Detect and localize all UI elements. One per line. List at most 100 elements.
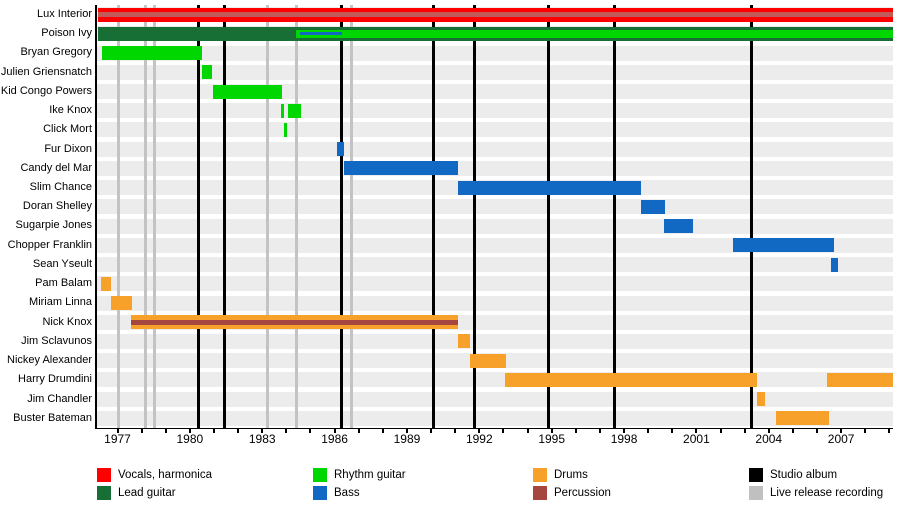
axis-tick — [743, 428, 746, 433]
studio-album-line — [472, 5, 476, 428]
axis-tick — [454, 428, 457, 433]
drums-bar — [504, 372, 757, 387]
legend-label: Drums — [554, 469, 588, 481]
axis-tick — [237, 428, 240, 433]
member-label: Pam Balam — [35, 277, 92, 290]
studio-album-line — [612, 5, 616, 428]
axis-tick — [430, 428, 433, 433]
percussion-stripe — [130, 319, 458, 325]
axis-tick — [840, 428, 843, 433]
axis-year-label: 1983 — [248, 432, 276, 446]
member-label: Bryan Gregory — [20, 46, 92, 59]
studio-album-line — [223, 5, 227, 428]
axis-tick — [188, 428, 191, 433]
studio-album-line — [431, 5, 435, 428]
axis-tick — [864, 428, 867, 433]
legend-swatch — [533, 468, 547, 482]
drums-bar — [776, 411, 830, 426]
legend-label: Studio album — [770, 469, 838, 481]
live-release-recording-line — [294, 5, 298, 428]
axis-year-label: 1989 — [393, 432, 421, 446]
drums-bar — [826, 372, 893, 387]
axis-tick — [285, 428, 288, 433]
member-label: Click Mort — [43, 123, 92, 136]
rhythm-guitar-bar — [288, 103, 302, 118]
drums-bar — [756, 392, 766, 407]
axis-tick — [719, 428, 722, 433]
rhythm-guitar-bar — [283, 122, 287, 137]
bass-bar — [732, 238, 834, 253]
axis-year-label: 2004 — [755, 432, 783, 446]
rhythm-guitar-bar — [101, 46, 202, 61]
axis-tick — [333, 428, 336, 433]
axis-tick — [116, 428, 119, 433]
axis-year-label: 2001 — [683, 432, 710, 446]
live-release-recording-line — [349, 5, 353, 428]
live-release-recording-line — [153, 5, 157, 428]
axis-year-label: 1986 — [321, 432, 348, 446]
member-label: Jim Chandler — [27, 392, 92, 405]
axis-tick — [888, 428, 891, 433]
rhythm-guitar-bar — [201, 65, 212, 80]
member-label: Nick Knox — [42, 315, 92, 328]
axis-tick — [261, 428, 264, 433]
legend-swatch — [313, 468, 327, 482]
axis-tick — [791, 428, 794, 433]
legend-label: Percussion — [554, 487, 611, 499]
legend-label: Rhythm guitar — [334, 469, 406, 481]
member-label: Doran Shelley — [22, 200, 92, 213]
member-label: Lux Interior — [36, 8, 92, 20]
axis-tick — [767, 428, 770, 433]
bass-bar — [457, 180, 641, 195]
bass-stripe — [299, 32, 342, 36]
legend-swatch — [97, 486, 111, 500]
studio-album-line — [546, 5, 550, 428]
member-label: Harry Drumdini — [18, 373, 92, 386]
studio-album-line — [750, 5, 754, 428]
member-label: Poison Ivy — [41, 27, 92, 40]
axis-tick — [623, 428, 626, 433]
legend-swatch — [533, 486, 547, 500]
live-release-recording-line — [143, 5, 147, 428]
plot-left-border — [95, 5, 97, 428]
axis-tick — [647, 428, 650, 433]
legend-label: Vocals, harmonica — [118, 469, 212, 481]
axis-year-label: 1998 — [610, 432, 638, 446]
axis-tick — [574, 428, 577, 433]
axis-tick — [381, 428, 384, 433]
axis-tick — [526, 428, 529, 433]
axis-tick — [502, 428, 505, 433]
bass-bar — [663, 219, 693, 234]
axis-tick — [598, 428, 601, 433]
live-release-recording-line — [117, 5, 121, 428]
member-label: Kid Congo Powers — [0, 84, 92, 97]
member-label: Slim Chance — [29, 181, 92, 194]
vocals-shade-stripe — [98, 12, 893, 18]
rhythm-guitar-bar — [281, 103, 285, 118]
studio-album-line — [340, 5, 344, 428]
bass-bar — [344, 161, 458, 176]
drums-bar — [111, 296, 132, 311]
drums-bar — [469, 353, 506, 368]
axis-tick — [140, 428, 143, 433]
axis-year-label: 1995 — [538, 432, 566, 446]
legend-swatch — [97, 468, 111, 482]
legend-label: Live release recording — [770, 487, 884, 499]
member-label: Miriam Linna — [29, 296, 92, 309]
legend-label: Bass — [334, 487, 360, 499]
axis-tick — [357, 428, 360, 433]
legend-swatch — [749, 486, 763, 500]
member-label: Candy del Mar — [20, 161, 92, 174]
axis-tick — [478, 428, 481, 433]
member-label: Jim Sclavunos — [21, 334, 92, 347]
member-label: Sugarpie Jones — [15, 219, 92, 232]
bass-bar — [337, 142, 345, 157]
axis-year-label: 2007 — [827, 432, 855, 446]
legend-label: Lead guitar — [118, 487, 176, 499]
axis-tick — [405, 428, 408, 433]
drums-bar — [100, 276, 112, 291]
